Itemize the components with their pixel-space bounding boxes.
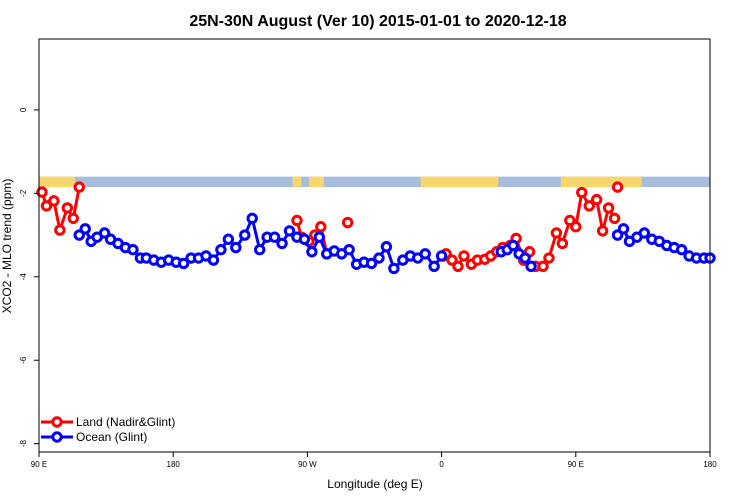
ocean-data-point	[617, 223, 630, 235]
land-mask-segment	[420, 176, 499, 188]
plot-frame	[38, 38, 711, 453]
ocean-data-point	[298, 233, 311, 245]
land-data-point	[556, 237, 569, 250]
land-mask-segment	[308, 176, 324, 188]
ocean-data-point	[276, 237, 288, 250]
y-tick-label: -4	[19, 273, 28, 281]
land-data-point	[543, 252, 555, 264]
ocean-data-point	[268, 231, 281, 243]
land-mask-segment	[292, 176, 302, 188]
land-data-point	[611, 181, 624, 193]
ocean-data-point	[215, 243, 227, 256]
ocean-data-point	[313, 231, 326, 243]
legend-label-ocean: Ocean (Glint)	[76, 430, 147, 444]
plot-area	[36, 176, 716, 275]
ocean-data-point	[373, 252, 385, 264]
legend-label-land: Land (Nadir&Glint)	[76, 415, 175, 429]
x-axis: 90 E 180 90 W 0 90 E 180	[31, 452, 717, 469]
land-data-point	[583, 200, 595, 212]
land-data-point	[54, 224, 66, 236]
ocean-data-point	[507, 239, 519, 252]
land-data-point	[596, 225, 609, 237]
ocean-data-point	[239, 229, 251, 241]
ocean-data-point	[365, 257, 378, 270]
ocean-data-point	[675, 243, 688, 256]
ocean-data-point	[253, 243, 266, 256]
ocean-data-point	[177, 257, 190, 270]
ocean-data-point	[283, 225, 296, 237]
y-tick-label: -2	[19, 189, 28, 197]
chart-title: 25N-30N August (Ver 10) 2015-01-01 to 20…	[189, 13, 566, 30]
y-tick-label: 0	[19, 107, 28, 112]
land-data-point	[291, 214, 303, 227]
legend-marker-land	[51, 416, 63, 428]
ocean-data-point	[638, 227, 651, 239]
land-data-point	[550, 227, 563, 239]
ocean-data-point	[519, 252, 531, 264]
ocean-data-point	[127, 243, 139, 256]
x-tick-label: 180	[703, 460, 717, 469]
land-mask-segment	[560, 176, 642, 188]
land-data-point	[73, 181, 85, 193]
land-data-point	[341, 216, 354, 229]
land-data-point	[458, 250, 470, 262]
ocean-data-point	[230, 241, 242, 254]
x-tick-label: 90 E	[568, 460, 584, 469]
land-data-point	[36, 186, 48, 198]
y-tick-label: -6	[19, 356, 28, 364]
x-axis-label: Longitude (deg E)	[327, 477, 422, 491]
ocean-data-point	[388, 262, 400, 275]
ocean-mask-band	[39, 176, 710, 188]
land-mask-segment	[39, 176, 75, 188]
x-tick-label: 0	[439, 460, 444, 469]
x-tick-label: 90 E	[31, 460, 47, 469]
land-data-point	[48, 195, 60, 207]
land-data-point	[61, 202, 74, 214]
land-data-point	[576, 186, 588, 199]
land-data-point	[40, 200, 53, 212]
x-tick-label: 90 W	[298, 460, 317, 469]
ocean-data-point	[306, 246, 318, 258]
ocean-data-point	[419, 248, 431, 260]
ocean-data-point	[207, 254, 220, 266]
ocean-data-point	[380, 241, 393, 253]
ocean-data-point	[246, 212, 258, 225]
ocean-data-point	[79, 223, 91, 235]
land-data-point	[570, 221, 582, 233]
land-data-point	[590, 193, 603, 206]
ocean-data-point	[435, 250, 448, 262]
y-tick-label: -8	[19, 440, 28, 448]
land-data-point	[608, 212, 621, 225]
land-data-point	[452, 260, 464, 273]
land-data-point	[602, 202, 615, 214]
land-data-point	[67, 212, 79, 225]
ocean-data-point	[428, 260, 440, 273]
ocean-data-point	[343, 243, 355, 256]
x-tick-label: 180	[167, 460, 181, 469]
land-data-point	[537, 260, 549, 273]
ocean-data-point	[222, 233, 235, 245]
y-axis-label: XCO2 - MLO trend (ppm)	[0, 179, 14, 314]
legend: Land (Nadir&Glint) Ocean (Glint)	[41, 415, 175, 444]
legend-marker-ocean	[51, 431, 63, 443]
ocean-data-point	[525, 260, 537, 273]
land-data-point	[315, 221, 327, 233]
y-axis: 0 -2 -4 -6 -8	[19, 107, 39, 447]
